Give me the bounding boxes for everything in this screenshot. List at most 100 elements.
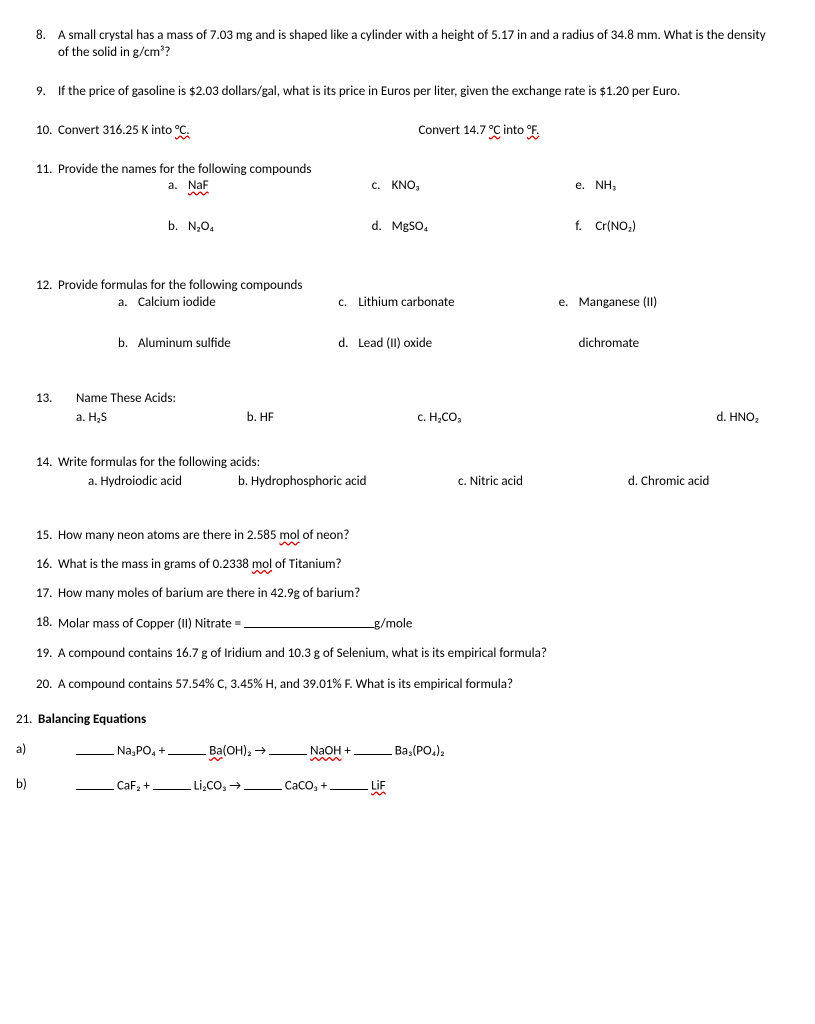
- q20-text: A compound contains 57.54% C, 3.45% H, a…: [58, 677, 779, 694]
- eqA-t4: Ba₃(PO₄)₂: [392, 744, 445, 759]
- q19-number: 19.: [36, 646, 58, 663]
- question-20: 20. A compound contains 57.54% C, 3.45% …: [36, 677, 779, 694]
- eqA-w1: Ba: [209, 744, 222, 759]
- question-21: 21. Balancing Equations: [16, 712, 779, 729]
- q12-number: 12.: [36, 278, 58, 353]
- eqB-blank4[interactable]: [330, 777, 368, 790]
- q12-d-let: d.: [338, 336, 358, 353]
- q11-title: Provide the names for the following comp…: [58, 162, 779, 179]
- eqB-w1: LiF: [371, 779, 385, 794]
- q12-row2: b.Aluminum sulfide d.Lead (II) oxide dic…: [58, 336, 779, 353]
- q9-number: 9.: [36, 84, 58, 101]
- q13-b: b. HF: [247, 410, 418, 427]
- q18-number: 18.: [36, 615, 58, 634]
- q16-number: 16.: [36, 557, 58, 574]
- q10-right-w1: °C: [489, 123, 500, 138]
- eqA-w2: NaOH: [310, 744, 341, 759]
- eqA-t3: +: [341, 744, 353, 759]
- q16-body: What is the mass in grams of 0.2338 mol …: [58, 557, 779, 574]
- q11-a-val: NaF: [188, 178, 209, 193]
- q13-c: c. H₂CO₃: [418, 410, 589, 427]
- q12-e2-val: dichromate: [579, 336, 640, 351]
- q10-body: Convert 316.25 K into °C. Convert 14.7 °…: [58, 123, 779, 140]
- q14-c: c. Nitric acid: [458, 474, 628, 491]
- eqA-t2: (OH)₂ →: [223, 744, 270, 759]
- q19-text: A compound contains 16.7 g of Iridium an…: [58, 646, 779, 663]
- q16-a: What is the mass in grams of 0.2338: [58, 557, 252, 572]
- q10-right-w2: °F.: [527, 123, 539, 138]
- q13-title: Name These Acids:: [76, 391, 779, 408]
- q15-body: How many neon atoms are there in 2.585 m…: [58, 528, 779, 545]
- q13-number: 13.: [36, 391, 76, 427]
- q13-a: a. H₂S: [76, 410, 247, 427]
- q16-w: mol: [252, 557, 272, 572]
- q11-body: Provide the names for the following comp…: [58, 162, 779, 237]
- q12-e2: dichromate: [559, 336, 779, 353]
- equation-a: a) Na₃PO₄ + Ba(OH)₂ → NaOH + Ba₃(PO₄)₂: [16, 742, 779, 761]
- eqB-letter: b): [16, 777, 76, 796]
- q12-b: b.Aluminum sulfide: [118, 336, 338, 353]
- q11-b-let: b.: [168, 219, 188, 236]
- q15-b: of neon?: [300, 528, 350, 543]
- q11-f-let: f.: [575, 219, 595, 236]
- q12-e-let: e.: [559, 295, 579, 312]
- question-10: 10. Convert 316.25 K into °C. Convert 14…: [36, 123, 779, 140]
- q14-title: Write formulas for the following acids:: [58, 455, 779, 472]
- q12-a-val: Calcium iodide: [138, 295, 216, 310]
- q10-left-wavy: °C.: [175, 123, 190, 138]
- q10-right-a: Convert 14.7: [419, 123, 489, 138]
- q12-title: Provide formulas for the following compo…: [58, 278, 779, 295]
- eqB-body: CaF₂ + Li₂CO₃ → CaCO₃ + LiF: [76, 777, 779, 796]
- question-19: 19. A compound contains 16.7 g of Iridiu…: [36, 646, 779, 663]
- q10-left-a: Convert 316.25 K into: [58, 123, 175, 138]
- q10-right: Convert 14.7 °C into °F.: [419, 123, 780, 140]
- question-14: 14. Write formulas for the following aci…: [36, 455, 779, 491]
- eqB-blank3[interactable]: [244, 777, 282, 790]
- q10-right-b: into: [500, 123, 527, 138]
- q17-number: 17.: [36, 586, 58, 603]
- q18-a: Molar mass of Copper (II) Nitrate =: [58, 617, 244, 632]
- q12-a: a.Calcium iodide: [118, 295, 338, 312]
- q11-d: d.MgSO₄: [372, 219, 576, 236]
- q14-a: a. Hydroiodic acid: [88, 474, 238, 491]
- question-8: 8. A small crystal has a mass of 7.03 mg…: [36, 28, 779, 62]
- q13-d: d. HNO₂: [588, 410, 779, 427]
- q11-row2: b.N₂O₄ d.MgSO₄ f.Cr(NO₂): [58, 219, 779, 236]
- q13-body: Name These Acids: a. H₂S b. HF c. H₂CO₃ …: [76, 391, 779, 427]
- q10-left: Convert 316.25 K into °C.: [58, 123, 419, 140]
- q8-number: 8.: [36, 28, 58, 62]
- q11-e-let: e.: [575, 178, 595, 195]
- eqB-t1: CaF₂ +: [114, 779, 153, 794]
- q12-b-val: Aluminum sulfide: [138, 336, 231, 351]
- eqA-blank4[interactable]: [354, 742, 392, 755]
- q18-blank[interactable]: [244, 615, 374, 628]
- q14-number: 14.: [36, 455, 58, 491]
- eqA-blank1[interactable]: [76, 742, 114, 755]
- eqA-blank2[interactable]: [168, 742, 206, 755]
- q14-b: b. Hydrophosphoric acid: [238, 474, 458, 491]
- q11-a-let: a.: [168, 178, 188, 195]
- equation-b: b) CaF₂ + Li₂CO₃ → CaCO₃ + LiF: [16, 777, 779, 796]
- q11-b: b.N₂O₄: [168, 219, 372, 236]
- q10-number: 10.: [36, 123, 58, 140]
- q11-f-val: Cr(NO₂): [595, 219, 636, 234]
- question-13: 13. Name These Acids: a. H₂S b. HF c. H₂…: [36, 391, 779, 427]
- q11-number: 11.: [36, 162, 58, 237]
- eqB-blank1[interactable]: [76, 777, 114, 790]
- q12-c-val: Lithium carbonate: [358, 295, 454, 310]
- q12-d-val: Lead (II) oxide: [358, 336, 432, 351]
- question-17: 17. How many moles of barium are there i…: [36, 586, 779, 603]
- q11-d-val: MgSO₄: [392, 219, 428, 234]
- q11-a: a.NaF: [168, 178, 372, 195]
- q11-e: e.NH₃: [575, 178, 779, 195]
- eqB-blank2[interactable]: [153, 777, 191, 790]
- q15-w: mol: [279, 528, 299, 543]
- q11-e-val: NH₃: [595, 178, 616, 193]
- q11-d-let: d.: [372, 219, 392, 236]
- q15-number: 15.: [36, 528, 58, 545]
- q18-body: Molar mass of Copper (II) Nitrate = g/mo…: [58, 615, 779, 634]
- eqA-blank3[interactable]: [269, 742, 307, 755]
- q12-e: e.Manganese (II): [559, 295, 779, 312]
- q16-b: of Titanium?: [272, 557, 342, 572]
- question-9: 9. If the price of gasoline is $2.03 dol…: [36, 84, 779, 101]
